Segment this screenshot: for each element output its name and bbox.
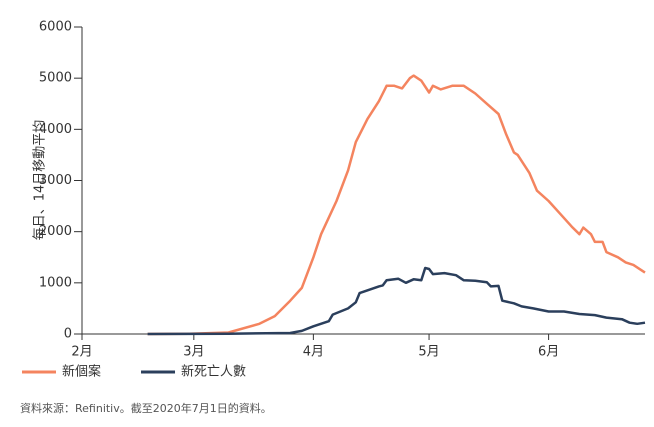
x-tick-label: 3月 — [183, 345, 204, 360]
y-tick-label: 1000 — [39, 275, 72, 290]
data-line — [147, 266, 646, 336]
y-tick-label: 3000 — [39, 173, 72, 188]
x-tick-label: 4月 — [303, 345, 324, 360]
data-line — [147, 74, 646, 336]
y-tick-label: 4000 — [39, 122, 72, 137]
x-tick-label: 5月 — [418, 345, 439, 360]
y-tick-label: 6000 — [39, 20, 72, 35]
y-axis-label: 每日、14日移動平均 — [32, 120, 48, 241]
x-tick-label: 6月 — [538, 345, 559, 360]
y-tick-label: 5000 — [39, 71, 72, 86]
legend-label: 新死亡人數 — [181, 364, 246, 380]
source-note: 資料來源：Refinitiv。截至2020年7月1日的資料。 — [20, 401, 272, 415]
legend-label: 新個案 — [62, 364, 101, 380]
y-tick-label: 0 — [64, 327, 72, 342]
y-tick-label: 2000 — [39, 224, 72, 239]
x-tick-label: 2月 — [71, 345, 92, 360]
